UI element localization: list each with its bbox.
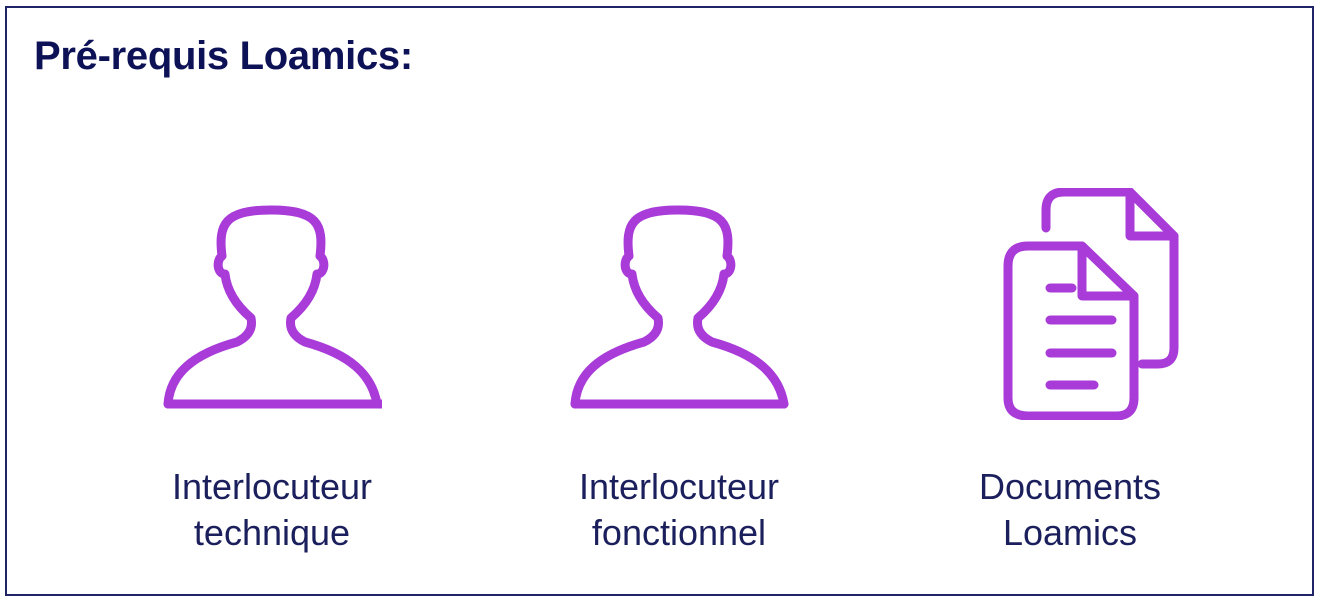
item-label: Interlocuteur technique <box>172 464 372 556</box>
prerequisites-panel: Pré-requis Loamics: Interlocuteur techni… <box>5 6 1314 596</box>
prerequisite-item-technical-contact: Interlocuteur technique <box>122 188 422 558</box>
item-label-line2: fonctionnel <box>591 512 767 553</box>
prerequisite-item-documents: Documents Loamics <box>920 188 1220 558</box>
item-label-line1: Interlocuteur <box>171 466 373 507</box>
item-label-line1: Documents <box>978 466 1162 507</box>
item-label: Interlocuteur fonctionnel <box>579 464 779 556</box>
item-label-line2: Loamics <box>1002 512 1138 553</box>
person-icon <box>163 205 382 409</box>
person-icon <box>570 205 789 409</box>
prerequisite-item-functional-contact: Interlocuteur fonctionnel <box>529 188 829 558</box>
item-label: Documents Loamics <box>979 464 1161 556</box>
page-title: Pré-requis Loamics: <box>34 34 413 78</box>
item-label-line2: technique <box>193 512 351 553</box>
item-label-line1: Interlocuteur <box>578 466 780 507</box>
documents-icon <box>1003 188 1179 420</box>
